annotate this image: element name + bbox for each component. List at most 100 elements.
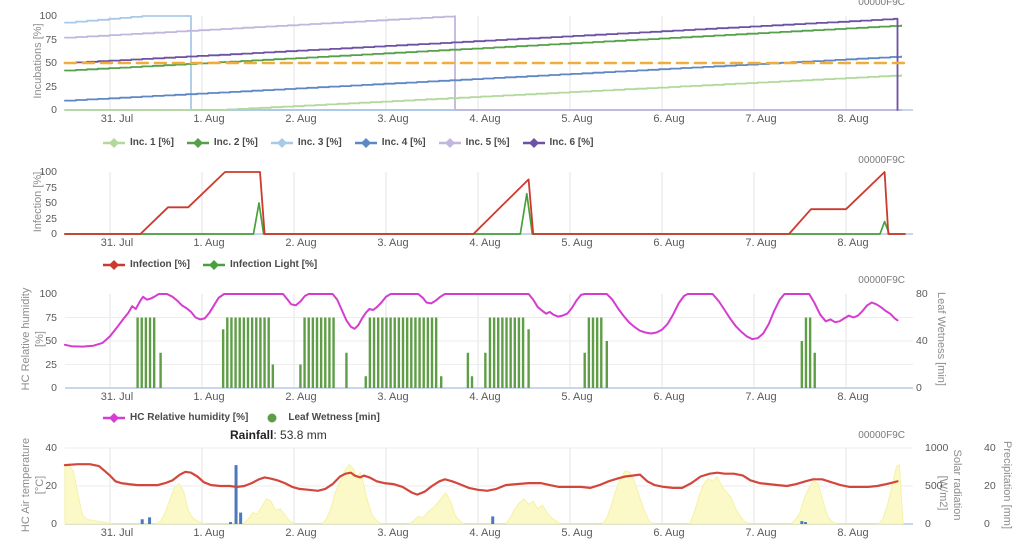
y-tick-label: 25: [45, 358, 57, 371]
y-tick-label: 50: [45, 197, 57, 209]
x-tick-label: 3. Aug: [377, 237, 409, 249]
legend-item[interactable]: Leaf Wetness [min]: [261, 412, 380, 423]
legend-label: Inc. 4 [%]: [381, 137, 426, 148]
legend-item[interactable]: Infection Light [%]: [203, 259, 317, 270]
legend-line-marker-icon: [522, 137, 545, 148]
station-id-label: 00000F9C: [858, 155, 905, 166]
Leaf Wetness [min]-bar: [808, 317, 812, 388]
Leaf Wetness [min]-bar: [587, 317, 591, 388]
Inc. 6 [%]-line: [63, 17, 899, 111]
right-y-tick-label: 0: [916, 382, 922, 394]
legend-item[interactable]: Inc. 6 [%]: [522, 137, 594, 148]
legend-label: Inc. 6 [%]: [549, 137, 594, 148]
y-tick-label: 100: [39, 288, 57, 300]
x-tick-label: 7. Aug: [745, 237, 777, 249]
Leaf Wetness [min]-bar: [804, 317, 808, 388]
Leaf Wetness [min]-bar: [221, 329, 225, 388]
station-id-label: 00000F9C: [858, 0, 905, 8]
legend-label: Infection Light [%]: [230, 259, 318, 270]
Leaf Wetness [min]-bar: [345, 352, 348, 388]
Leaf Wetness [min]-bar: [144, 317, 148, 388]
Leaf Wetness [min]-bar: [255, 317, 258, 388]
Leaf Wetness [min]-bar: [238, 317, 241, 388]
Precipitation [mm]-bar: [491, 516, 495, 524]
Inc. 3 [%]-line: [63, 15, 903, 111]
precip-tick-label: 40: [984, 442, 996, 454]
x-tick-label: 8. Aug: [837, 113, 869, 125]
Precipitation [mm]-bar: [804, 522, 808, 524]
y-tick-label: 0: [51, 228, 57, 240]
y-tick-label: 100: [39, 10, 57, 22]
Leaf Wetness [min]-bar: [600, 317, 603, 388]
Leaf Wetness [min]-bar: [307, 317, 310, 388]
rainfall-label: Rainfall: [230, 428, 274, 442]
Leaf Wetness [min]-bar: [376, 317, 380, 388]
Leaf Wetness [min]-bar: [230, 317, 233, 388]
Leaf Wetness [min]-bar: [311, 317, 315, 388]
Precipitation [mm]-bar: [234, 465, 238, 524]
weather-plot: [63, 447, 913, 525]
incubations-legend: Inc. 1 [%] Inc. 2 [%] Inc. 3 [%] Inc. 4 [%]…: [103, 137, 593, 148]
Inc. 1 [%]-line: [63, 74, 903, 111]
x-tick-label: 6. Aug: [653, 113, 685, 125]
legend-label: Leaf Wetness [min]: [288, 412, 380, 423]
x-tick-label: 4. Aug: [469, 527, 501, 539]
y-tick-label: 0: [51, 382, 57, 394]
x-tick-label: 4. Aug: [469, 391, 501, 403]
HC Relative humidity [%]-line: [63, 293, 899, 348]
y-tick-label: 20: [45, 480, 57, 492]
rainfall-value: 53.8 mm: [280, 428, 327, 442]
Leaf Wetness [min]-bar: [470, 376, 474, 388]
x-tick-label: 6. Aug: [653, 391, 685, 403]
legend-line-marker-icon: [103, 137, 125, 148]
legend-item[interactable]: Inc. 2 [%]: [186, 137, 258, 148]
legend-item[interactable]: Inc. 5 [%]: [438, 137, 510, 148]
Leaf Wetness [min]-bar: [250, 317, 254, 388]
legend-circle-icon: [267, 413, 277, 422]
legend-line-marker-icon: [103, 412, 125, 423]
x-tick-label: 2. Aug: [285, 237, 317, 249]
Leaf Wetness [min]-bar: [527, 329, 530, 388]
Leaf Wetness [min]-bar: [583, 352, 586, 388]
infection-plot: [63, 171, 913, 235]
legend-label: Inc. 5 [%]: [465, 137, 510, 148]
legend-item[interactable]: Infection [%]: [103, 259, 190, 270]
infection-legend: Infection [%] Infection Light [%]: [103, 259, 317, 270]
Precipitation [mm]-bar: [800, 521, 804, 524]
legend-label: Inc. 1 [%]: [130, 137, 174, 148]
legend-item[interactable]: Inc. 4 [%]: [354, 137, 426, 148]
Leaf Wetness [min]-bar: [401, 317, 405, 388]
legend-label: HC Relative humidity [%]: [130, 412, 249, 423]
x-tick-label: 8. Aug: [837, 237, 869, 249]
precip-tick-label: 20: [984, 480, 996, 492]
right-y-tick-label: 40: [916, 335, 928, 347]
y-tick-label: 25: [45, 80, 57, 93]
solar-tick-label: 1000: [925, 442, 949, 454]
legend-item[interactable]: Inc. 3 [%]: [270, 137, 342, 148]
x-tick-label: 3. Aug: [377, 113, 409, 125]
legend-line-marker-icon: [438, 137, 461, 148]
legend-item[interactable]: HC Relative humidity [%]: [103, 412, 248, 423]
y-tick-label: 50: [45, 335, 57, 347]
x-tick-label: 31. Jul: [100, 527, 134, 539]
x-tick-label: 7. Aug: [745, 527, 777, 539]
Leaf Wetness [min]-bar: [226, 317, 229, 388]
Leaf Wetness [min]-bar: [328, 317, 331, 388]
legend-item[interactable]: Inc. 1 [%]: [103, 137, 174, 148]
Leaf Wetness [min]-bar: [332, 317, 335, 388]
Leaf Wetness [min]-bar: [484, 352, 487, 388]
Leaf Wetness [min]-bar: [364, 376, 367, 388]
solar-tick-label: 0: [925, 518, 931, 530]
Leaf Wetness [min]-bar: [148, 317, 152, 388]
x-tick-label: 2. Aug: [285, 391, 317, 403]
Leaf Wetness [min]-bar: [136, 317, 139, 388]
x-tick-label: 8. Aug: [837, 391, 869, 403]
y-tick-label: 0: [51, 104, 57, 116]
humidity-leafwetness-plot: [63, 293, 913, 389]
y-tick-label: 0: [51, 518, 57, 530]
x-tick-label: 6. Aug: [653, 527, 685, 539]
solar-tick-label: 500: [925, 480, 943, 492]
Leaf Wetness [min]-bar: [324, 317, 327, 388]
Leaf Wetness [min]-bar: [466, 352, 470, 388]
Leaf Wetness [min]-bar: [509, 317, 512, 388]
